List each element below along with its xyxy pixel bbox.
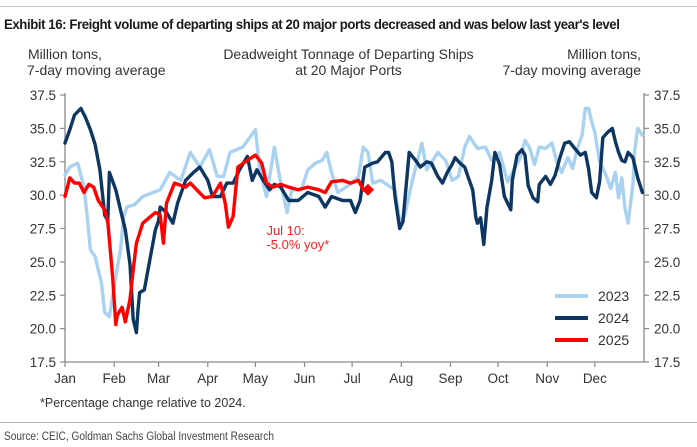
legend-label-2024: 2024 <box>598 310 629 326</box>
series-line-2024 <box>63 106 645 335</box>
y-tick-label-left: 35.0 <box>30 121 56 136</box>
footnote: *Percentage change relative to 2024. <box>40 396 246 410</box>
x-tick-label: May <box>243 371 269 386</box>
left-axis-label-line2: 7-day moving average <box>27 62 166 78</box>
legend-label-2023: 2023 <box>598 288 629 304</box>
y-tick-label-left: 22.5 <box>30 288 56 303</box>
y-tick-label-left: 25.0 <box>30 255 56 270</box>
left-axis-label-line1: Million tons, <box>28 46 102 62</box>
x-tick-label: Oct <box>488 371 509 386</box>
legend-label-2025: 2025 <box>598 332 629 348</box>
x-tick-label: Apr <box>197 371 219 386</box>
y-tick-label-left: 17.5 <box>30 355 56 370</box>
x-tick-label: Nov <box>535 371 559 386</box>
y-tick-label-left: 27.5 <box>30 222 56 237</box>
bottom-divider <box>0 422 697 423</box>
x-tick-label: Sep <box>438 371 462 386</box>
y-tick-label-right: 30.0 <box>654 188 680 203</box>
y-tick-label-right: 35.0 <box>654 121 680 136</box>
y-tick-label-right: 32.5 <box>654 155 680 170</box>
exhibit-title: Exhibit 16: Freight volume of departing … <box>4 17 620 33</box>
y-tick-label-right: 37.5 <box>654 88 680 103</box>
x-tick-label: Jul <box>343 371 360 386</box>
right-axis-label: Million tons, 7-day moving average <box>502 46 641 78</box>
x-tick-label: Aug <box>389 371 413 386</box>
chart-title: Deadweight Tonnage of Departing Ships at… <box>0 46 697 78</box>
x-tick-label: Jun <box>294 371 316 386</box>
y-tick-label-right: 25.0 <box>654 255 680 270</box>
y-tick-label-left: 37.5 <box>30 88 56 103</box>
right-axis-label-line1: Million tons, <box>567 46 641 62</box>
annotation-text: Jul 10: -5.0% yoy* <box>266 223 329 252</box>
latest-point-marker <box>361 183 374 196</box>
left-axis-label: Million tons, 7-day moving average <box>27 46 166 78</box>
x-tick-label: Dec <box>583 371 607 386</box>
y-tick-label-left: 20.0 <box>30 322 56 337</box>
annotation-line: Jul 10: <box>266 223 304 238</box>
axes: 17.5 17.5 20.0 20.0 22.5 22.5 25.0 25.0 27.5 27.5… <box>30 88 681 386</box>
series-line-2023 <box>63 106 645 319</box>
source-note: Source: CEIC, Goldman Sachs Global Inves… <box>4 431 274 443</box>
y-tick-label-right: 27.5 <box>654 222 680 237</box>
series-line-2025 <box>63 153 370 327</box>
annotation-group: Jul 10: -5.0% yoy* <box>266 223 329 252</box>
x-tick-label: Feb <box>103 371 126 386</box>
chart-title-line1: Deadweight Tonnage of Departing Ships <box>223 46 474 62</box>
right-axis-label-line2: 7-day moving average <box>502 62 641 78</box>
x-tick-label: Mar <box>147 371 171 386</box>
chart-title-line2: at 20 Major Ports <box>295 62 402 78</box>
y-tick-label-left: 32.5 <box>30 155 56 170</box>
y-tick-label-right: 22.5 <box>654 288 680 303</box>
legend: 2023 2024 2025 <box>555 288 629 348</box>
y-tick-label-left: 30.0 <box>30 188 56 203</box>
x-tick-label: Jan <box>54 371 76 386</box>
series-group <box>63 106 645 335</box>
y-tick-label-right: 20.0 <box>654 322 680 337</box>
annotation-line: -5.0% yoy* <box>266 237 329 252</box>
top-divider <box>0 6 697 7</box>
y-tick-label-right: 17.5 <box>654 355 680 370</box>
